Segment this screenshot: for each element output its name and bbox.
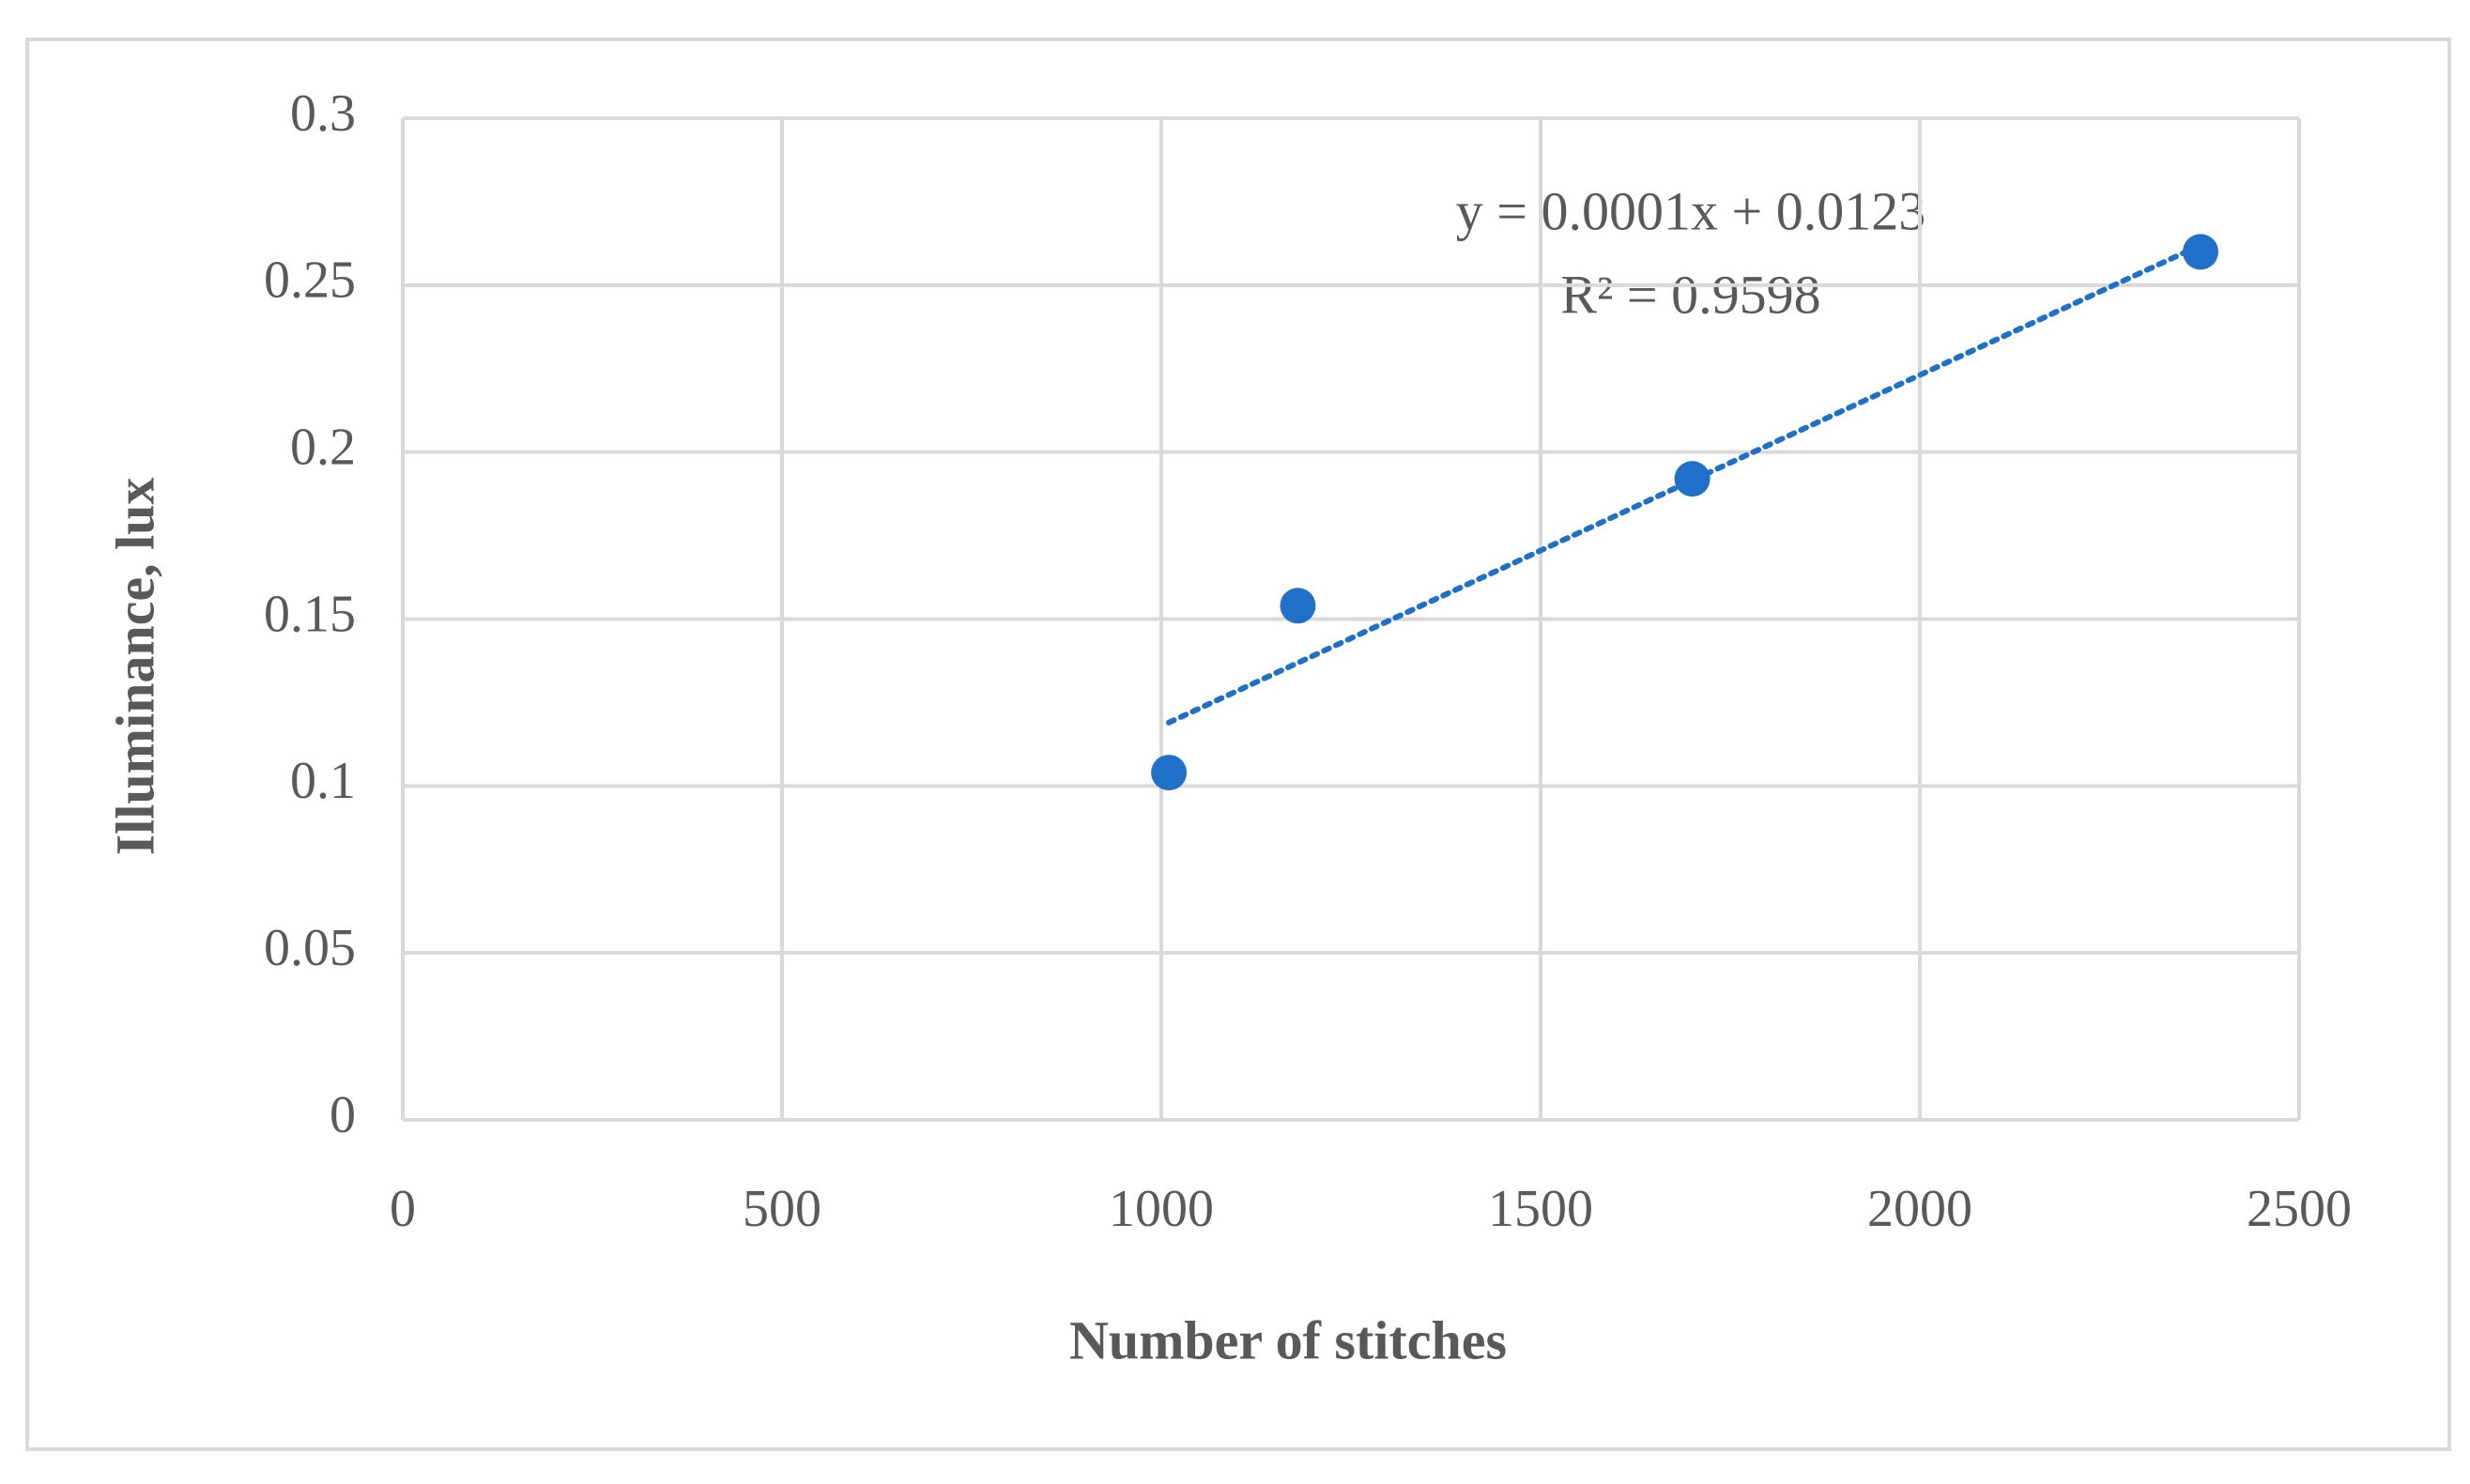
chart-border (25, 38, 2451, 1451)
x-tick-label: 2000 (1867, 1180, 1972, 1238)
r-squared: R² = 0.9598 (1560, 264, 1820, 325)
y-tick-label: 0.1 (290, 752, 356, 810)
y-tick-label: 0 (330, 1086, 356, 1144)
x-tick-label: 1500 (1488, 1180, 1593, 1238)
x-tick-label: 2500 (2247, 1180, 2352, 1238)
point (2182, 234, 2218, 270)
y-tick-label: 0.25 (264, 252, 356, 310)
x-tick-label: 1000 (1109, 1180, 1214, 1238)
point (1280, 588, 1316, 624)
y-axis-title: Illuminance, lux (104, 478, 165, 856)
y-tick-label: 0.2 (290, 419, 356, 477)
y-tick-label: 0.3 (290, 84, 356, 143)
equation: y = 0.0001x + 0.0123 (1456, 180, 1925, 241)
y-tick-label: 0.15 (264, 585, 356, 643)
x-tick-label: 0 (390, 1180, 416, 1238)
y-tick-label: 0.05 (264, 919, 356, 977)
x-axis-title: Number of stitches (1069, 1309, 1507, 1370)
point (1674, 461, 1711, 497)
x-tick-label: 500 (743, 1180, 821, 1238)
point (1151, 755, 1188, 791)
